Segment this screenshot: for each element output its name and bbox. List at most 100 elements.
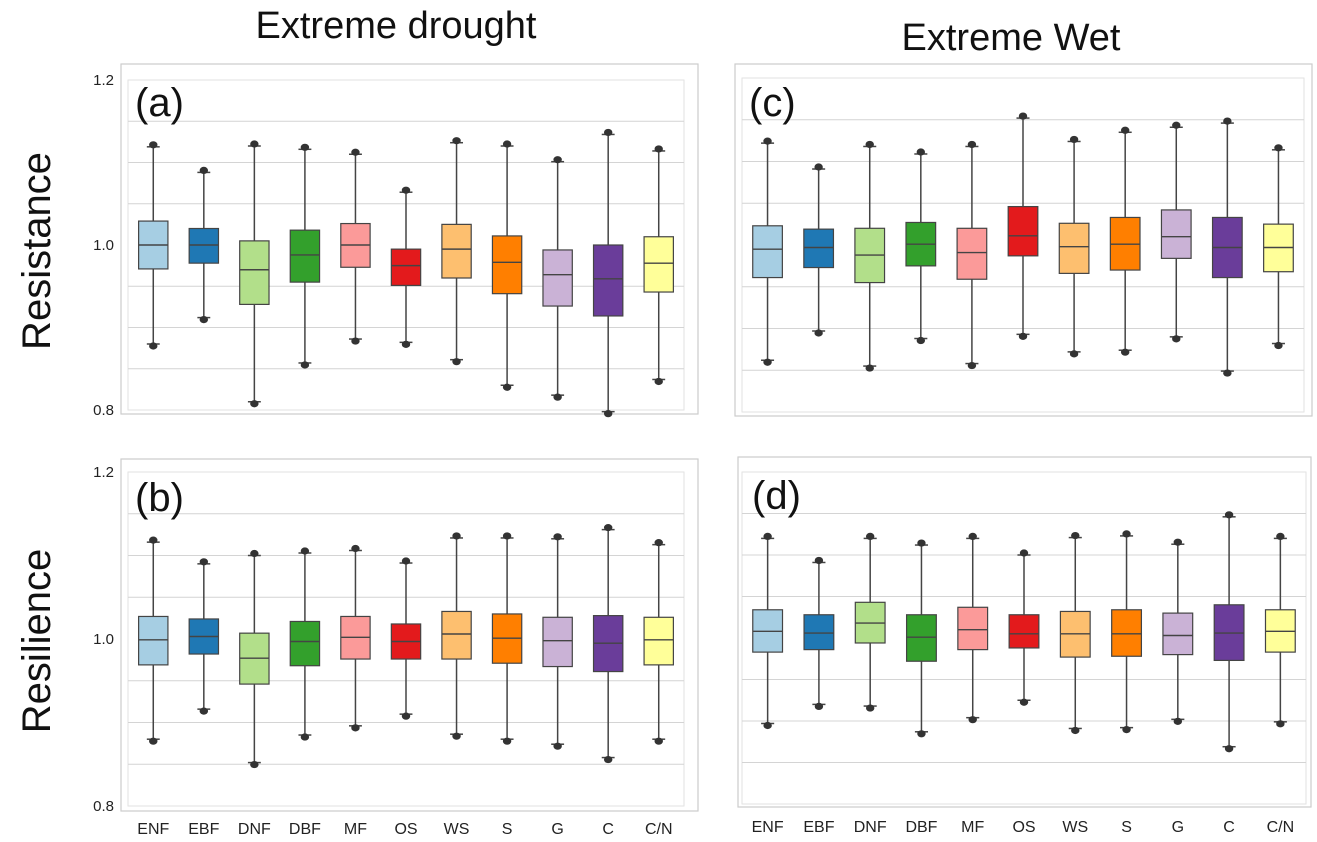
outlier-cluster-lower <box>502 737 512 745</box>
plot-area <box>127 471 685 807</box>
box-body <box>289 229 321 283</box>
box-body <box>239 240 270 306</box>
outlier-cluster-lower <box>199 316 209 324</box>
box-body <box>1058 222 1090 274</box>
outlier-cluster-upper <box>1120 126 1130 134</box>
box-dnf: DNF <box>854 532 887 836</box>
outlier-cluster-lower <box>452 358 461 366</box>
box-body <box>138 615 169 666</box>
outlier-cluster-upper <box>300 143 310 151</box>
outlier-cluster-lower <box>401 340 411 348</box>
box-dbf <box>905 148 937 345</box>
box-c <box>1211 117 1243 377</box>
box-body <box>905 614 937 662</box>
box-enf <box>752 137 783 366</box>
outlier-cluster-upper <box>199 558 209 566</box>
box-c: C <box>1213 511 1245 836</box>
outlier-cluster-lower <box>452 732 461 740</box>
outlier-cluster-lower <box>300 361 310 369</box>
box-c-n <box>1263 144 1294 350</box>
y-tick-label: 0.8 <box>93 798 114 815</box>
box-ebf: EBF <box>188 558 220 838</box>
outlier-cluster-upper <box>502 532 512 540</box>
x-tick-label: G <box>1172 819 1184 836</box>
box-body <box>441 223 472 279</box>
x-tick-label: OS <box>1012 819 1035 836</box>
row-label-resistance: Resistance <box>15 152 59 350</box>
outlier-cluster-upper <box>250 140 259 148</box>
x-tick-label: ENF <box>752 819 784 836</box>
outlier-cluster-lower <box>865 364 874 372</box>
box-ebf <box>803 163 835 337</box>
outlier-cluster-upper <box>763 532 772 541</box>
outlier-cluster-upper <box>1276 532 1285 541</box>
outlier-cluster-lower <box>351 724 360 732</box>
box-body <box>803 614 835 651</box>
panel-letter: (a) <box>135 81 184 125</box>
outlier-cluster-upper <box>603 128 613 137</box>
outlier-cluster-lower <box>300 733 310 741</box>
box-s <box>1109 126 1141 356</box>
outlier-cluster-lower <box>1173 717 1183 725</box>
outlier-cluster-lower <box>814 329 823 337</box>
panel-c: (c) <box>734 63 1313 417</box>
box-g <box>542 156 573 401</box>
box-c-n: C/N <box>643 539 674 838</box>
box-c-n <box>643 145 674 386</box>
outlier-cluster-lower <box>968 716 977 724</box>
outlier-cluster-upper <box>968 532 977 541</box>
x-tick-label: C <box>1223 819 1235 836</box>
outlier-cluster-upper <box>300 547 310 555</box>
outlier-cluster-upper <box>553 533 562 541</box>
box-g: G <box>542 533 573 838</box>
outlier-cluster-lower <box>553 742 562 750</box>
outlier-cluster-upper <box>1018 112 1028 120</box>
x-tick-label: WS <box>1062 819 1088 836</box>
outlier-cluster-upper <box>149 536 158 544</box>
outlier-cluster-lower <box>1224 745 1234 753</box>
outlier-cluster-lower <box>654 737 663 745</box>
outlier-cluster-upper <box>351 148 360 156</box>
outlier-cluster-lower <box>1019 698 1029 706</box>
box-os: OS <box>390 557 422 838</box>
box-body <box>542 249 573 307</box>
x-tick-label: EBF <box>188 821 219 838</box>
row-label-resilience: Resilience <box>15 549 59 734</box>
outlier-cluster-lower <box>1018 332 1028 340</box>
y-tick-label: 1.2 <box>93 72 114 89</box>
outlier-cluster-upper <box>865 532 875 541</box>
outlier-cluster-lower <box>1223 369 1232 377</box>
box-mf: MF <box>340 544 371 838</box>
box-ws <box>441 137 472 366</box>
plot-area <box>127 79 685 411</box>
box-body <box>643 616 674 666</box>
outlier-cluster-upper <box>814 556 824 565</box>
box-g: G <box>1162 538 1194 836</box>
outlier-cluster-lower <box>1172 335 1181 343</box>
outlier-cluster-upper <box>917 539 926 547</box>
outlier-cluster-lower <box>199 707 209 715</box>
box-body <box>956 227 988 280</box>
x-tick-label: WS <box>444 821 470 838</box>
box-body <box>643 236 674 293</box>
panel-b: ENF EBF DNF DBF MF OS WS S G C C/N 0.8 1.0 1.2 (b) <box>93 458 699 838</box>
x-tick-label: ENF <box>137 821 169 838</box>
box-body <box>1008 614 1040 649</box>
outlier-cluster-upper <box>149 141 158 149</box>
outlier-cluster-upper <box>502 140 512 148</box>
outlier-cluster-upper <box>1019 549 1029 557</box>
outlier-cluster-upper <box>1172 121 1181 129</box>
outlier-cluster-lower <box>1276 720 1285 728</box>
box-body <box>289 620 321 667</box>
outlier-cluster-upper <box>401 186 411 194</box>
outlier-cluster-upper <box>199 166 209 174</box>
y-tick-label: 1.0 <box>93 237 114 254</box>
y-tick-label: 1.2 <box>93 464 114 481</box>
box-body <box>1007 205 1039 257</box>
box-os: OS <box>1008 549 1040 836</box>
outlier-cluster-upper <box>1223 117 1232 125</box>
outlier-cluster-lower <box>351 337 360 345</box>
box-body <box>752 225 783 279</box>
outlier-cluster-lower <box>814 702 824 711</box>
